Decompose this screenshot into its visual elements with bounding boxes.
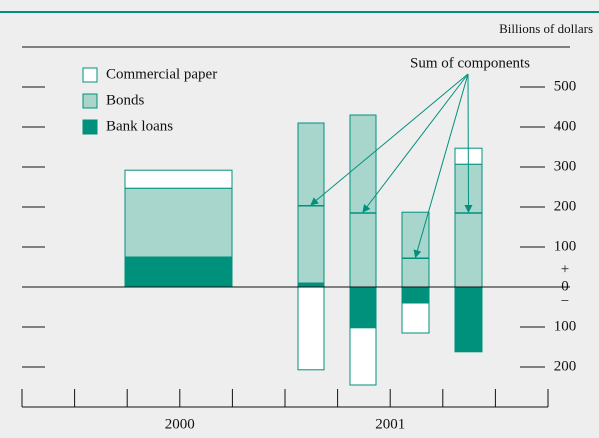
y-tick-label: 0 bbox=[561, 278, 569, 294]
bar-segment bbox=[297, 122, 325, 284]
legend-swatch bbox=[82, 67, 98, 83]
y-tick-label: 200 bbox=[554, 358, 577, 374]
x-label: 2001 bbox=[375, 416, 405, 432]
legend-label: Bank loans bbox=[106, 118, 173, 134]
legend-label: Commercial paper bbox=[106, 66, 217, 82]
legend-label: Bonds bbox=[106, 92, 145, 108]
bar-segment bbox=[349, 286, 377, 329]
y-tick-label: 100 bbox=[554, 238, 577, 254]
legend-swatch bbox=[82, 119, 98, 135]
annotation-arrow bbox=[464, 73, 473, 213]
annotation-arrow bbox=[362, 73, 469, 213]
bar-segment bbox=[124, 256, 233, 288]
y-tick-label: 300 bbox=[554, 158, 577, 174]
annotation: Sum of components bbox=[410, 55, 530, 71]
bar-segment bbox=[124, 187, 233, 258]
y-tick-label: 400 bbox=[554, 118, 577, 134]
bar-segment bbox=[349, 327, 377, 386]
axis-label: Billions of dollars bbox=[499, 21, 593, 36]
bar-segment bbox=[349, 114, 377, 288]
bar-segment bbox=[297, 282, 325, 288]
y-tick-label: 500 bbox=[554, 78, 577, 94]
bar-segment bbox=[297, 286, 325, 371]
y-tick-label: 100 bbox=[554, 318, 577, 334]
y-tick-label: 200 bbox=[554, 198, 577, 214]
bar-segment bbox=[401, 302, 430, 334]
zero-sign: + bbox=[561, 261, 569, 277]
annotation-arrow bbox=[413, 73, 469, 259]
legend-swatch bbox=[82, 93, 98, 109]
x-label: 2000 bbox=[165, 416, 195, 432]
bar-segment bbox=[124, 169, 233, 189]
annotation-arrow bbox=[310, 73, 469, 206]
zero-sign: − bbox=[561, 293, 569, 309]
bar-segment bbox=[454, 286, 483, 353]
bar-segment bbox=[401, 286, 430, 304]
